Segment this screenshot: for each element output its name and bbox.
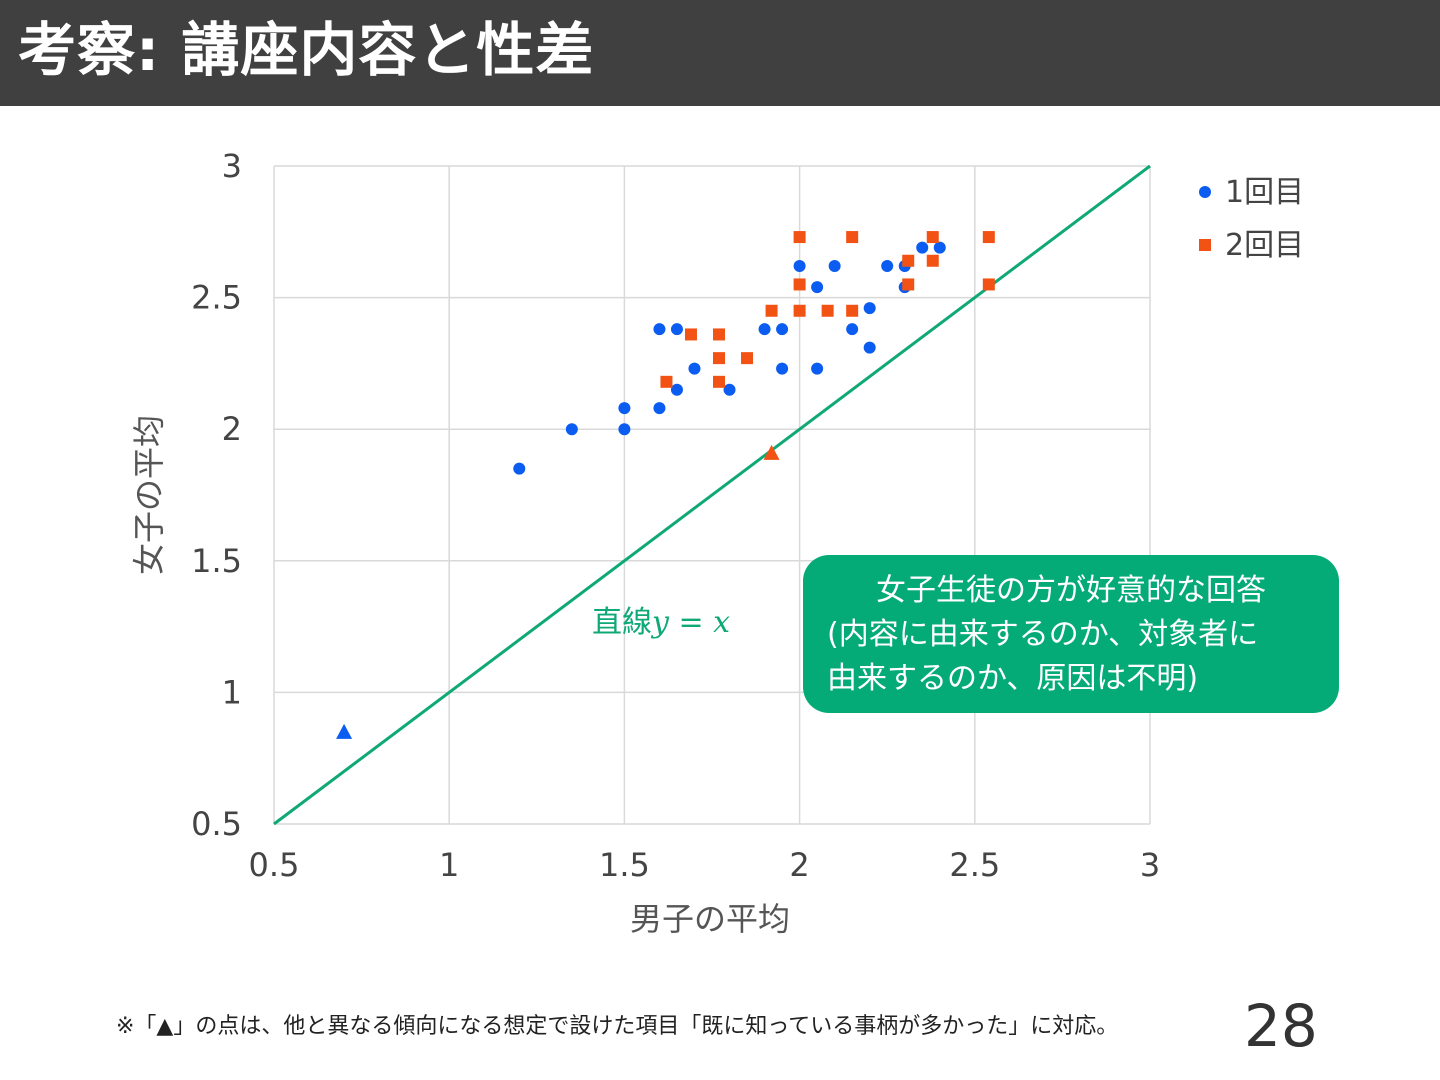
data-point bbox=[926, 231, 939, 244]
data-point bbox=[863, 341, 876, 354]
data-point bbox=[653, 323, 666, 336]
data-point bbox=[670, 323, 683, 336]
callout-box: 女子生徒の方が好意的な回答 (内容に由来するのか、対象者に 由来するのか、原因は… bbox=[803, 555, 1339, 713]
reference-line-label-prefix: 直線 bbox=[592, 605, 652, 640]
title-bar: 考察: 講座内容と性差 bbox=[0, 0, 1440, 106]
footnote: ※「▲」の点は、他と異なる傾向になる想定で設けた項目「既に知っている事柄が多かっ… bbox=[116, 1014, 1119, 1039]
y-tick-label: 0.5 bbox=[191, 805, 242, 843]
data-point bbox=[723, 383, 736, 396]
x-tick-label: 1 bbox=[439, 846, 459, 884]
data-point bbox=[618, 402, 631, 415]
x-tick-label: 3 bbox=[1140, 846, 1160, 884]
data-point bbox=[793, 278, 806, 291]
callout-line: 由来するのか、原因は不明) bbox=[827, 661, 1199, 696]
x-tick-label: 1.5 bbox=[599, 846, 650, 884]
legend-label-series1: 1回目 bbox=[1225, 175, 1304, 210]
data-point bbox=[776, 362, 789, 375]
data-point bbox=[776, 323, 789, 336]
x-axis-label: 男子の平均 bbox=[630, 900, 790, 938]
y-tick-label: 1 bbox=[222, 673, 242, 711]
data-point bbox=[565, 423, 578, 436]
data-point bbox=[982, 278, 995, 291]
reference-line-label-equation: y = x bbox=[650, 605, 730, 640]
data-point bbox=[811, 362, 824, 375]
data-point bbox=[670, 383, 683, 396]
x-tick-label: 2.5 bbox=[949, 846, 1000, 884]
data-point bbox=[758, 323, 771, 336]
data-point bbox=[902, 254, 915, 267]
data-point bbox=[713, 352, 726, 365]
data-point bbox=[828, 260, 841, 273]
y-tick-label: 2.5 bbox=[191, 279, 242, 317]
data-point bbox=[793, 304, 806, 317]
data-point bbox=[902, 278, 915, 291]
legend-marker-series2 bbox=[1199, 239, 1211, 251]
data-point bbox=[821, 304, 834, 317]
data-point bbox=[846, 304, 859, 317]
slide-title: 考察: 講座内容と性差 bbox=[18, 16, 595, 84]
y-tick-label: 1.5 bbox=[191, 542, 242, 580]
data-point bbox=[933, 241, 946, 254]
data-point bbox=[741, 352, 754, 365]
data-point bbox=[982, 231, 995, 244]
data-point bbox=[765, 304, 778, 317]
special-point bbox=[336, 723, 353, 739]
legend-marker-series1 bbox=[1199, 186, 1211, 198]
data-point bbox=[916, 241, 929, 254]
data-point bbox=[793, 231, 806, 244]
data-point bbox=[846, 231, 859, 244]
data-point bbox=[811, 281, 824, 294]
callout-line: 女子生徒の方が好意的な回答 bbox=[876, 573, 1266, 608]
data-point bbox=[793, 260, 806, 273]
data-point bbox=[926, 254, 939, 267]
data-point bbox=[660, 375, 673, 388]
x-tick-label: 0.5 bbox=[249, 846, 300, 884]
y-tick-label: 3 bbox=[222, 147, 242, 185]
data-point bbox=[713, 328, 726, 341]
data-point bbox=[846, 323, 859, 336]
data-point bbox=[653, 402, 666, 415]
y-tick-label: 2 bbox=[222, 410, 242, 448]
special-point bbox=[763, 444, 780, 460]
x-tick-label: 2 bbox=[789, 846, 809, 884]
data-point bbox=[863, 302, 876, 315]
data-point bbox=[513, 462, 526, 475]
reference-line-y-equals-x bbox=[273, 164, 1151, 826]
legend-label-series2: 2回目 bbox=[1225, 228, 1304, 263]
y-axis-label: 女子の平均 bbox=[130, 415, 168, 575]
callout-line: (内容に由来するのか、対象者に bbox=[827, 617, 1259, 652]
data-point bbox=[688, 362, 701, 375]
reference-line-label: 直線y = x bbox=[592, 605, 730, 640]
page-number: 28 bbox=[1244, 992, 1318, 1060]
data-point bbox=[684, 328, 697, 341]
data-point bbox=[713, 375, 726, 388]
data-point bbox=[618, 423, 631, 436]
data-point bbox=[881, 260, 894, 273]
